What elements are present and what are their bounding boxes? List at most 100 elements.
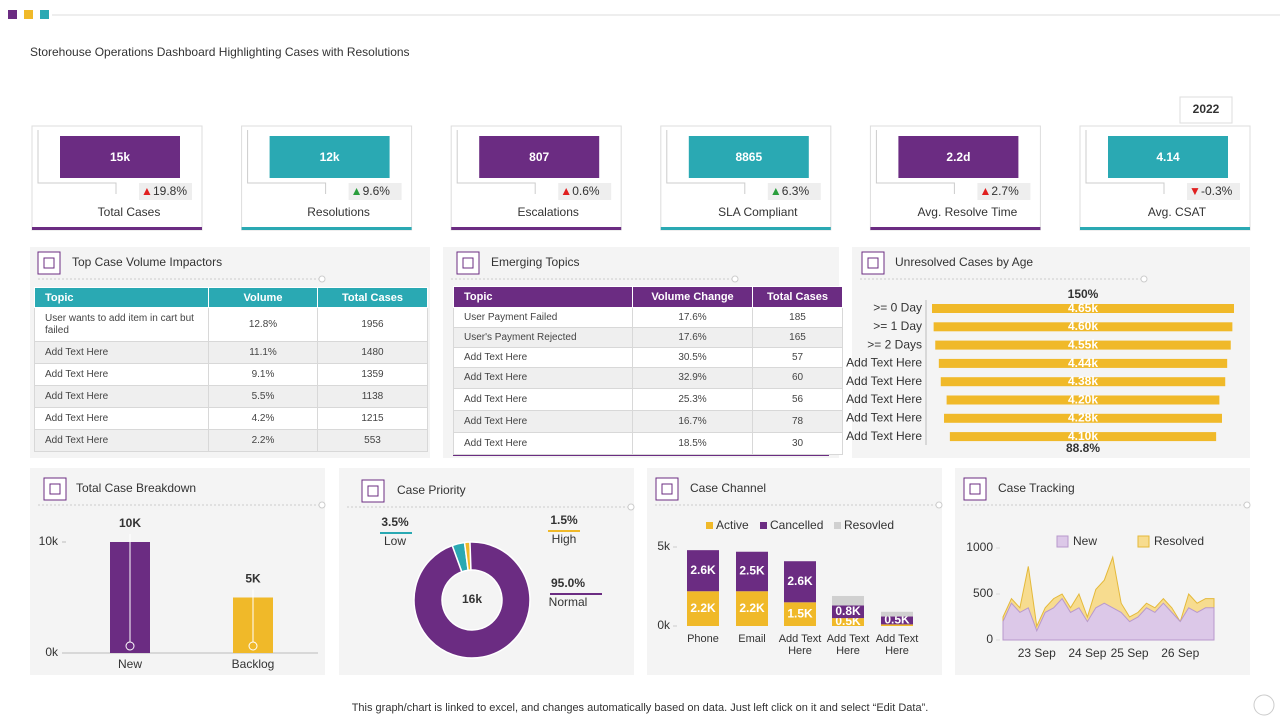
y-tick-label: >= 0 Day bbox=[873, 301, 922, 315]
kpi-change-box bbox=[558, 183, 612, 200]
panel bbox=[30, 468, 325, 675]
table-cell: 1138 bbox=[317, 385, 428, 408]
table-cell: 2.2% bbox=[208, 429, 318, 452]
table-cell: 25.3% bbox=[632, 388, 753, 411]
y-tick-label: Add Text Here bbox=[846, 356, 922, 370]
bar bbox=[938, 358, 1228, 368]
panel-title: Top Case Volume Impactors bbox=[72, 255, 222, 269]
table-cell: 12.8% bbox=[208, 307, 318, 342]
kpi-arrow: ▲ bbox=[351, 184, 363, 198]
kpi-change-box bbox=[767, 183, 821, 200]
bar-segment bbox=[736, 551, 768, 592]
table-cell: Add Text Here bbox=[453, 410, 633, 433]
kpi-underline bbox=[870, 227, 1041, 230]
panel-title: Emerging Topics bbox=[491, 255, 580, 269]
panel-title-dot bbox=[935, 501, 943, 509]
bar bbox=[932, 304, 1234, 313]
value-label: 2.6K bbox=[787, 574, 813, 588]
table-cell: 17.6% bbox=[632, 327, 753, 348]
table-header-cell: Volume Change bbox=[632, 286, 753, 308]
kpi-label: Resolutions bbox=[307, 205, 370, 219]
legend-swatch bbox=[834, 522, 841, 529]
y-tick-label: Add Text Here bbox=[846, 410, 922, 424]
x-tick-label: New bbox=[118, 657, 142, 671]
bar-segment bbox=[832, 605, 864, 619]
table-cell: 11.1% bbox=[208, 341, 318, 364]
kpi-value-box bbox=[269, 136, 390, 178]
table-cell: Add Text Here bbox=[34, 341, 209, 364]
legend-label: Resolved bbox=[1154, 534, 1204, 548]
table-cell: 9.1% bbox=[208, 363, 318, 386]
table-cell: 165 bbox=[752, 327, 843, 348]
table-cell: 32.9% bbox=[632, 367, 753, 389]
legend-label: New bbox=[1073, 534, 1097, 548]
kpi-change: 0.6% bbox=[572, 184, 600, 198]
table-row: Add Text Here 9.1% 1359 bbox=[34, 363, 428, 386]
value-label: 4.44k bbox=[1068, 356, 1098, 370]
kpi-change: 6.3% bbox=[782, 184, 810, 198]
kpi-value-box bbox=[479, 136, 600, 178]
kpi-value: 8865 bbox=[735, 150, 762, 164]
panel-icon-glyph bbox=[367, 485, 379, 497]
table-row: Add Text Here 16.7% 78 bbox=[453, 410, 843, 433]
table-cell: 1359 bbox=[317, 363, 428, 386]
table-row: Add Text Here 30.5% 57 bbox=[453, 347, 843, 368]
table-header-row: Topic Volume Total Cases bbox=[34, 287, 428, 308]
kpi-arrow: ▲ bbox=[141, 184, 153, 198]
x-tick-label: Backlog bbox=[232, 657, 275, 671]
value-label: 4.10k bbox=[1068, 429, 1098, 443]
panel-icon-glyph bbox=[49, 483, 61, 495]
kpi-underline bbox=[32, 227, 202, 230]
table-cell: 56 bbox=[752, 388, 843, 411]
table-cell: Add Text Here bbox=[34, 429, 209, 452]
brand-square bbox=[40, 10, 49, 19]
table-cell: Add Text Here bbox=[453, 388, 633, 411]
table-row: Add Text Here 4.2% 1215 bbox=[34, 407, 428, 430]
legend-label: Resovled bbox=[844, 518, 894, 532]
kpi-underline bbox=[1080, 227, 1250, 230]
value-label: 4.28k bbox=[1068, 411, 1098, 425]
table-row: Add Text Here 32.9% 60 bbox=[453, 367, 843, 389]
x-tick-label: Phone bbox=[687, 633, 719, 645]
y-tick-label: >= 1 Day bbox=[873, 319, 922, 333]
table-cell: 5.5% bbox=[208, 385, 318, 408]
table-cell: Add Text Here bbox=[34, 363, 209, 386]
bar-segment bbox=[881, 611, 913, 617]
kpi-label: Avg. Resolve Time bbox=[917, 205, 1017, 219]
brand-square bbox=[8, 10, 17, 19]
kpi-underline bbox=[451, 227, 622, 230]
table-cell: 553 bbox=[317, 429, 428, 452]
bar bbox=[944, 413, 1222, 423]
kpi-change-box bbox=[348, 183, 402, 200]
table-row: User Payment Failed 17.6% 185 bbox=[453, 307, 843, 328]
kpi-value-box bbox=[1108, 136, 1228, 178]
kpi-bracket bbox=[37, 130, 117, 194]
donut-slice bbox=[413, 541, 531, 659]
y-tick-label: 0k bbox=[657, 618, 671, 632]
x-tick-label: 25 Sep bbox=[1111, 646, 1149, 660]
y-tick-label: 500 bbox=[973, 586, 993, 600]
table-cell: 60 bbox=[752, 367, 843, 389]
kpi-change: -0.3% bbox=[1201, 184, 1233, 198]
table-cell: 78 bbox=[752, 410, 843, 433]
bar bbox=[946, 395, 1220, 405]
table-cell: 1215 bbox=[317, 407, 428, 430]
kpi-change: 9.6% bbox=[363, 184, 391, 198]
kpi-change-box bbox=[1187, 183, 1240, 200]
value-label: 1.5% bbox=[550, 513, 578, 527]
table-cell: Add Text Here bbox=[453, 347, 633, 368]
panel-icon-glyph bbox=[43, 257, 55, 269]
brand-square bbox=[24, 10, 33, 19]
category-label: High bbox=[552, 532, 577, 546]
panel-title: Unresolved Cases by Age bbox=[895, 255, 1033, 269]
table-row: Add Text Here 11.1% 1480 bbox=[34, 341, 428, 364]
y-tick-label: 5k bbox=[657, 539, 671, 553]
kpi-value-box bbox=[898, 136, 1019, 178]
kpi-label: Avg. CSAT bbox=[1148, 205, 1207, 219]
kpi-arrow: ▲ bbox=[770, 184, 782, 198]
panel-title: Total Case Breakdown bbox=[76, 481, 196, 495]
bar-segment bbox=[687, 550, 719, 592]
table-cell: User's Payment Rejected bbox=[453, 327, 633, 348]
y-tick-label: 0k bbox=[45, 645, 59, 659]
